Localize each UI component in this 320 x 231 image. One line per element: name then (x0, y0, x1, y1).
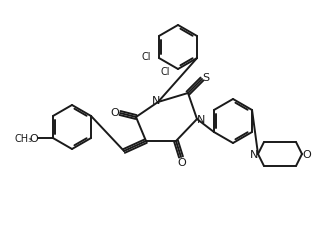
Text: S: S (203, 73, 210, 83)
Text: Cl: Cl (160, 67, 170, 77)
Text: O: O (178, 157, 186, 167)
Text: O: O (29, 134, 38, 143)
Text: N: N (152, 96, 160, 106)
Text: O: O (111, 108, 119, 118)
Text: O: O (303, 149, 311, 159)
Text: N: N (250, 149, 258, 159)
Text: N: N (197, 115, 205, 125)
Text: Cl: Cl (141, 52, 151, 62)
Text: CH₃: CH₃ (15, 134, 33, 143)
